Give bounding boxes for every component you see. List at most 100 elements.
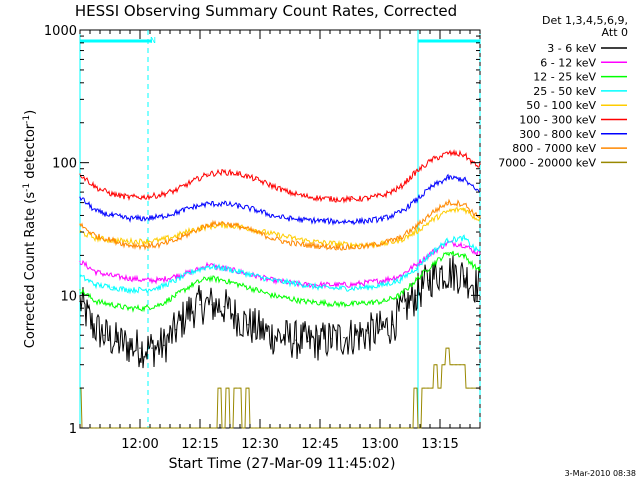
data-point (227, 387, 229, 389)
data-point (343, 337, 345, 339)
data-point (423, 387, 425, 389)
data-point (415, 225, 417, 228)
data-point (431, 387, 433, 389)
data-point (415, 231, 417, 233)
data-point (415, 294, 417, 296)
data-point (183, 427, 185, 429)
data-point (135, 427, 137, 429)
legend-label: 12 - 25 keV (533, 71, 596, 84)
data-point (351, 427, 353, 429)
data-point (235, 387, 237, 389)
data-point (451, 271, 453, 273)
data-point (159, 304, 161, 306)
x-tick-label: 13:00 (361, 437, 398, 452)
attenuator-bars: N (80, 36, 480, 45)
data-point (307, 427, 309, 429)
data-point (223, 171, 225, 173)
data-point (335, 427, 337, 429)
data-point (403, 427, 405, 429)
data-point (463, 178, 465, 180)
data-point (123, 427, 125, 429)
data-point (243, 427, 245, 429)
data-point (399, 239, 401, 241)
data-point (295, 339, 297, 341)
data-point (143, 245, 145, 247)
legend-header: Att 0 (602, 26, 628, 39)
data-point (103, 334, 105, 336)
x-tick-label: 13:15 (421, 437, 458, 452)
data-point (463, 237, 465, 239)
data-point (415, 264, 417, 266)
data-point (271, 427, 273, 429)
data-point (447, 251, 449, 254)
data-point (395, 427, 397, 429)
y-axis: 1 10 100 1000 (44, 24, 480, 437)
data-point (211, 427, 213, 429)
data-point (351, 220, 353, 223)
data-point (271, 334, 273, 336)
data-point (415, 387, 417, 389)
data-point (383, 217, 385, 220)
data-point (415, 171, 417, 173)
data-point (223, 224, 225, 226)
x-axis-label: Start Time (27-Mar-09 11:45:02) (169, 456, 396, 472)
data-point (175, 427, 177, 429)
data-point (231, 427, 233, 429)
data-point (159, 239, 161, 241)
data-point (335, 284, 337, 286)
data-point (415, 279, 417, 281)
data-point (399, 294, 401, 296)
data-point (367, 245, 369, 247)
data-point (431, 212, 433, 214)
data-point (207, 265, 209, 268)
y-tick-label: 100 (52, 157, 77, 172)
data-point (127, 217, 129, 220)
data-point (455, 364, 457, 366)
data-point (463, 244, 465, 246)
data-point (111, 427, 113, 429)
data-point (95, 427, 97, 429)
data-point (111, 275, 113, 277)
data-point (287, 236, 289, 238)
data-point (303, 244, 305, 246)
data-point (391, 427, 393, 429)
y-tick-label: 10 (60, 289, 77, 304)
data-point (351, 303, 353, 305)
data-point (79, 289, 81, 291)
data-point (163, 344, 165, 346)
data-point (271, 185, 273, 187)
data-point (307, 340, 309, 342)
x-tick-label: 12:45 (301, 437, 338, 452)
data-point (399, 275, 401, 277)
data-point (291, 427, 293, 429)
footer-date: 3-Mar-2010 08:38 (565, 469, 636, 478)
data-point (319, 197, 321, 199)
series-line (79, 234, 481, 295)
series-path (79, 149, 481, 204)
data-point (127, 240, 129, 242)
data-point (239, 284, 241, 286)
data-point (175, 279, 177, 281)
data-point (463, 154, 465, 156)
data-point (155, 427, 157, 429)
series-line (79, 250, 481, 313)
data-point (303, 300, 305, 303)
data-point (159, 286, 161, 288)
series-line (79, 173, 481, 226)
data-point (271, 214, 273, 217)
data-point (463, 275, 465, 277)
data-point (219, 387, 221, 389)
data-point (475, 189, 477, 191)
data-point (207, 203, 209, 205)
data-point (223, 222, 225, 224)
data-point (475, 165, 477, 167)
data-point (111, 304, 113, 306)
data-point (383, 241, 385, 244)
data-point (251, 427, 253, 429)
data-point (367, 197, 369, 199)
series-group (79, 149, 481, 429)
legend-label: 7000 - 20000 keV (498, 156, 596, 169)
y-axis-label-part: Corrected Count Rate (s (23, 192, 38, 349)
data-point (127, 427, 129, 429)
